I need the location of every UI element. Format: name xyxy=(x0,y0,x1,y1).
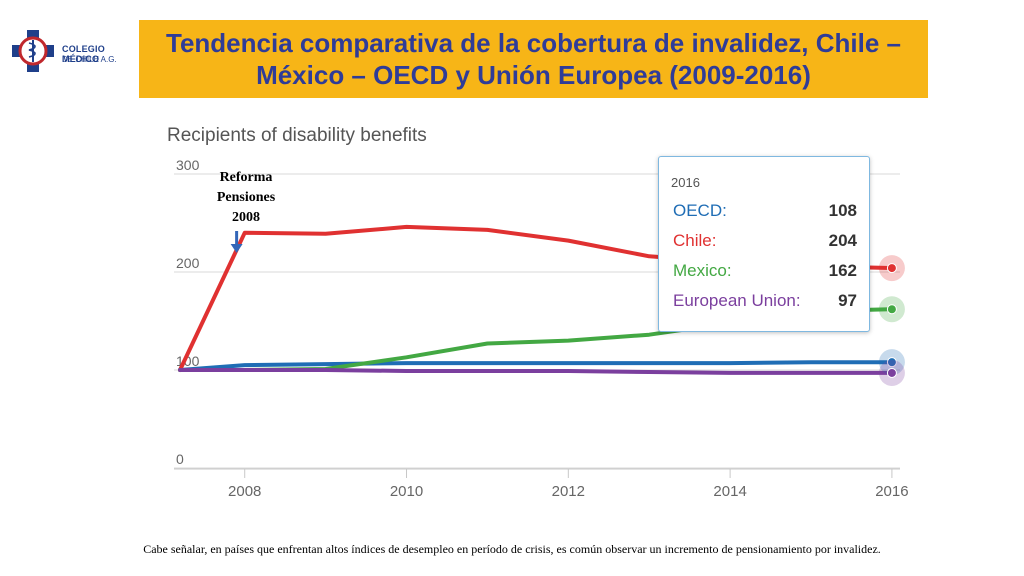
x-tick-label: 2010 xyxy=(390,483,423,500)
chart-title: Recipients of disability benefits xyxy=(167,125,427,146)
end-marker-european-union xyxy=(886,367,897,378)
logo-line2: DE CHILE A.G. xyxy=(62,55,117,64)
tooltip-value: 97 xyxy=(838,291,857,310)
title-banner: Tendencia comparativa de la cobertura de… xyxy=(139,20,928,98)
annotation-line3: 2008 xyxy=(232,210,260,225)
footnote: Cabe señalar, en países que enfrentan al… xyxy=(143,542,881,556)
medical-emblem-icon xyxy=(12,30,54,72)
tooltip-label: Mexico: xyxy=(673,261,732,280)
x-tick-label: 2012 xyxy=(552,483,585,500)
tooltip-label: European Union: xyxy=(673,291,801,310)
tooltip-value: 108 xyxy=(828,201,857,220)
logo-line1: COLEGIO MÉDICO xyxy=(62,44,105,64)
series-line-european-union xyxy=(178,368,894,375)
tooltip-label: Chile: xyxy=(673,231,717,250)
page-title: Tendencia comparativa de la cobertura de… xyxy=(166,28,901,90)
tooltip-value: 204 xyxy=(828,231,857,250)
x-tick-label: 2008 xyxy=(228,483,261,500)
tooltip-value: 162 xyxy=(828,261,857,280)
annotation-line1: Reforma xyxy=(219,170,273,185)
colegio-medico-logo: COLEGIO MÉDICO DE CHILE A.G. xyxy=(10,28,138,78)
end-marker-chile xyxy=(886,263,897,274)
annotation-line2: Pensiones xyxy=(216,190,276,205)
reform-annotation: Reforma Pensiones 2008 xyxy=(204,168,288,228)
end-marker-mexico xyxy=(886,304,897,315)
y-tick-label: 200 xyxy=(176,255,200,271)
end-marker-oecd xyxy=(886,357,897,368)
tooltip-year: 2016 xyxy=(671,175,700,190)
arrow-down-icon xyxy=(230,244,243,253)
y-tick-label: 0 xyxy=(176,451,184,467)
y-tick-label: 300 xyxy=(176,157,200,173)
x-tick-label: 2014 xyxy=(713,483,746,500)
x-tick-label: 2016 xyxy=(875,483,908,500)
tooltip-label: OECD: xyxy=(673,201,727,220)
chart-tooltip: 2016 OECD: 108 Chile: 204 Mexico: 162 Eu… xyxy=(658,156,870,332)
series-line-oecd xyxy=(178,360,894,372)
